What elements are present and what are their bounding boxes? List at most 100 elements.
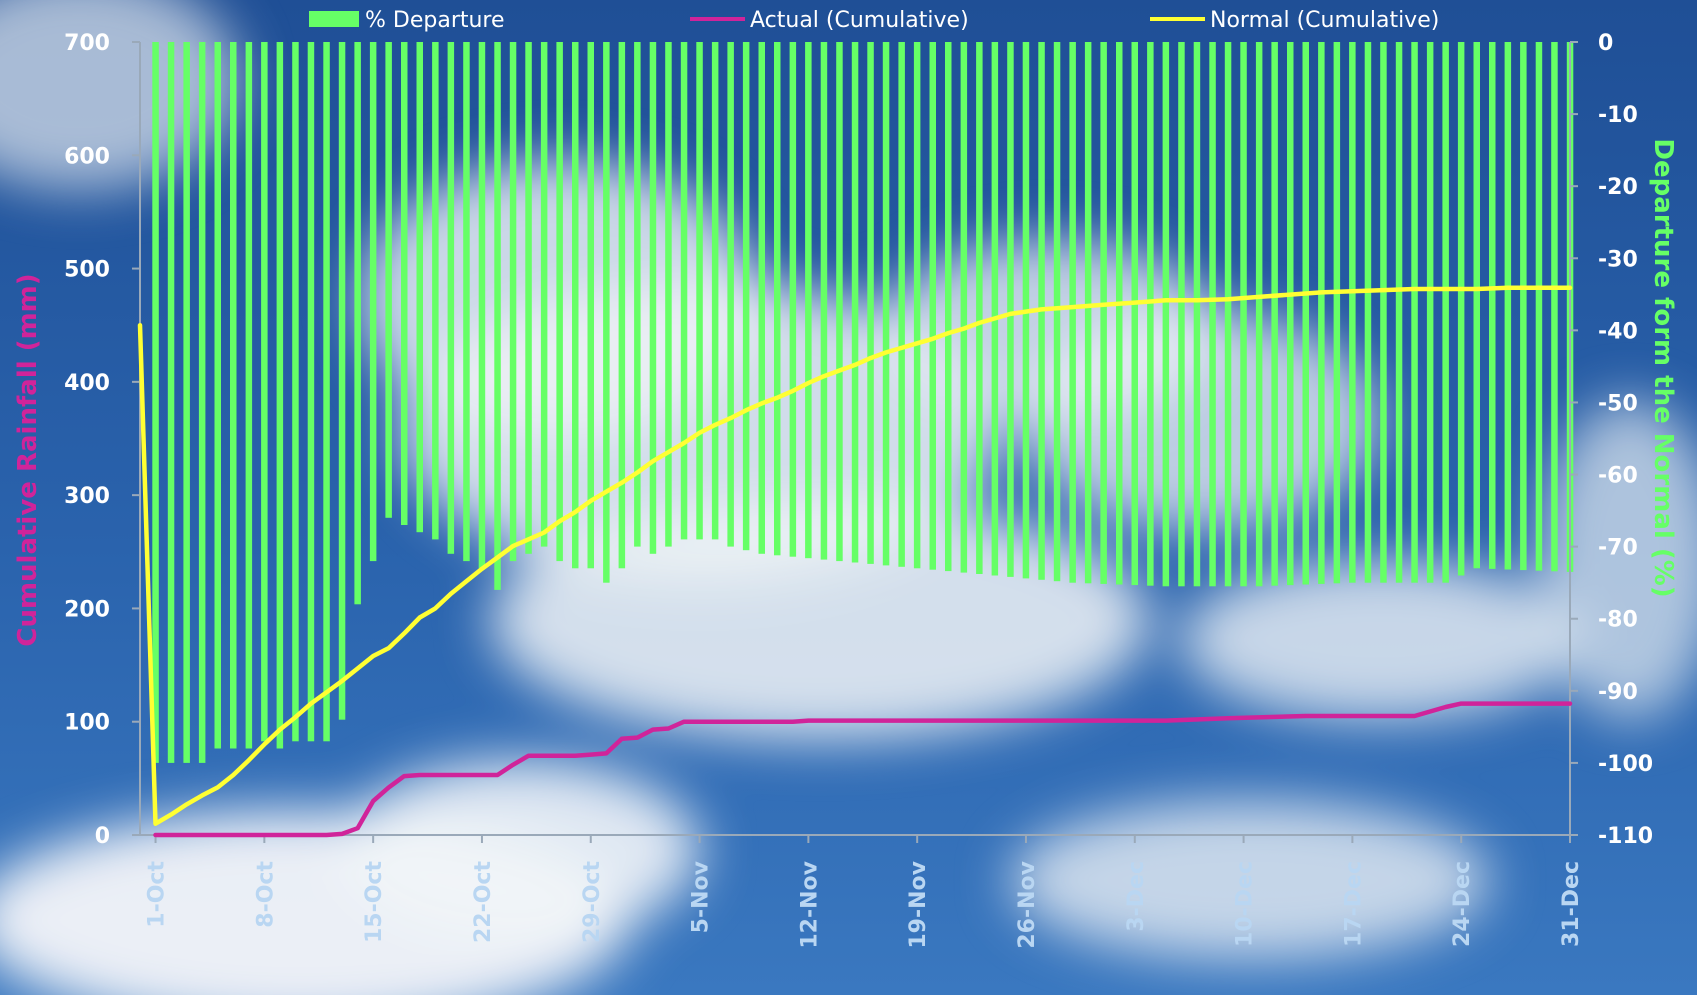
departure-bar — [1411, 42, 1418, 583]
departure-bar — [758, 42, 765, 554]
departure-bar — [960, 42, 968, 573]
departure-bar — [1178, 42, 1185, 587]
departure-bar — [1349, 42, 1356, 583]
departure-bar — [991, 42, 999, 576]
departure-bar — [167, 42, 175, 763]
departure-bar — [509, 42, 517, 562]
departure-bar — [1240, 42, 1247, 587]
departure-bar — [882, 42, 890, 566]
departure-bar — [820, 42, 828, 560]
y2-tick-label: -60 — [1598, 464, 1638, 489]
departure-bar — [587, 42, 594, 569]
y-tick-label: 700 — [64, 31, 110, 56]
departure-bar — [556, 42, 563, 562]
y2-tick-label: -110 — [1598, 824, 1653, 849]
x-tick-label: 15-Oct — [362, 861, 387, 943]
x-tick-label: 19-Nov — [906, 860, 931, 948]
departure-bar — [1271, 42, 1278, 586]
departure-bar — [354, 42, 361, 605]
normal-cumulative-line — [137, 285, 1573, 826]
legend-label-normal: Normal (Cumulative) — [1210, 8, 1439, 33]
departure-bar — [494, 42, 501, 590]
x-tick-label: 3-Dec — [1124, 861, 1149, 932]
departure-bar — [618, 42, 626, 569]
y2-tick-label: -70 — [1598, 536, 1638, 561]
departure-bar — [230, 42, 237, 749]
departure-bar — [929, 42, 936, 570]
departure-bar — [1380, 42, 1387, 583]
departure-bar — [1193, 42, 1201, 587]
departure-bars — [152, 42, 1574, 763]
departure-bar — [152, 42, 159, 763]
departure-bar — [401, 42, 408, 525]
x-tick-label: 29-Oct — [580, 861, 605, 943]
y-tick-label: 100 — [64, 711, 110, 736]
y2-tick-label: -80 — [1598, 608, 1638, 633]
departure-bar — [261, 42, 268, 742]
departure-bar — [1084, 42, 1092, 584]
departure-bar — [1162, 42, 1170, 587]
departure-bar — [1318, 42, 1325, 584]
departure-bar — [898, 42, 905, 567]
y-axis-title: Cumulative Rainfall (mm) — [13, 273, 43, 646]
departure-bar — [1147, 42, 1154, 586]
x-tick-label: 1-Oct — [145, 861, 170, 928]
departure-bar — [416, 42, 423, 533]
cumulative-lines — [137, 285, 1573, 838]
departure-bar — [1364, 42, 1372, 583]
departure-bar — [214, 42, 221, 749]
departure-bar — [540, 42, 548, 547]
y2-tick-label: -20 — [1598, 175, 1638, 200]
x-tick-label: 26-Nov — [1015, 860, 1040, 948]
departure-bar — [338, 42, 346, 720]
y2-tick-label: -30 — [1598, 247, 1638, 272]
departure-bar — [1333, 42, 1341, 584]
departure-bar — [1053, 42, 1061, 582]
y2-axis-title: Departure form the Normal (%) — [1648, 138, 1678, 597]
departure-bar — [836, 42, 843, 562]
x-tick-label: 22-Oct — [471, 861, 496, 943]
departure-bar — [696, 42, 703, 540]
tick-labels: 0 100 200 300 400 500 600 700 0 -10 -20 -30 -40 -50 -6… — [64, 31, 1653, 949]
departure-bar — [774, 42, 781, 556]
departure-bar — [727, 42, 734, 547]
departure-bar — [183, 42, 190, 763]
y-tick-label: 500 — [64, 258, 110, 283]
departure-bar — [851, 42, 859, 563]
departure-bar — [1255, 42, 1263, 587]
x-tick-label: 8-Oct — [253, 861, 278, 928]
departure-bar — [447, 42, 455, 554]
departure-bar — [976, 42, 983, 574]
departure-bar — [1302, 42, 1309, 585]
y2-tick-label: 0 — [1598, 31, 1613, 56]
departure-bar — [276, 42, 284, 749]
y2-tick-label: -50 — [1598, 391, 1638, 416]
departure-bar — [198, 42, 206, 763]
departure-bar — [1457, 42, 1465, 576]
x-tick-label: 5-Nov — [689, 860, 714, 933]
y-tick-label: 600 — [64, 144, 110, 169]
departure-bar — [1473, 42, 1480, 569]
departure-bar — [1442, 42, 1449, 583]
departure-bar — [525, 42, 532, 554]
departure-bar — [603, 42, 610, 583]
departure-bar — [634, 42, 641, 547]
legend: % Departure Actual (Cumulative) Normal (… — [309, 8, 1439, 33]
y-tick-label: 200 — [64, 597, 110, 622]
departure-bar — [1224, 42, 1232, 587]
departure-bar — [1100, 42, 1107, 584]
departure-bar — [742, 42, 750, 551]
departure-bar — [665, 42, 672, 547]
departure-bar — [432, 42, 439, 540]
y2-tick-label: -40 — [1598, 319, 1638, 344]
departure-bar — [945, 42, 952, 572]
departure-bar — [1069, 42, 1076, 583]
x-tick-label: 17-Dec — [1341, 861, 1366, 947]
departure-bar — [385, 42, 392, 518]
departure-bar — [1489, 42, 1496, 569]
departure-bar — [1116, 42, 1123, 585]
departure-bar — [463, 42, 470, 562]
y-tick-label: 400 — [64, 371, 110, 396]
